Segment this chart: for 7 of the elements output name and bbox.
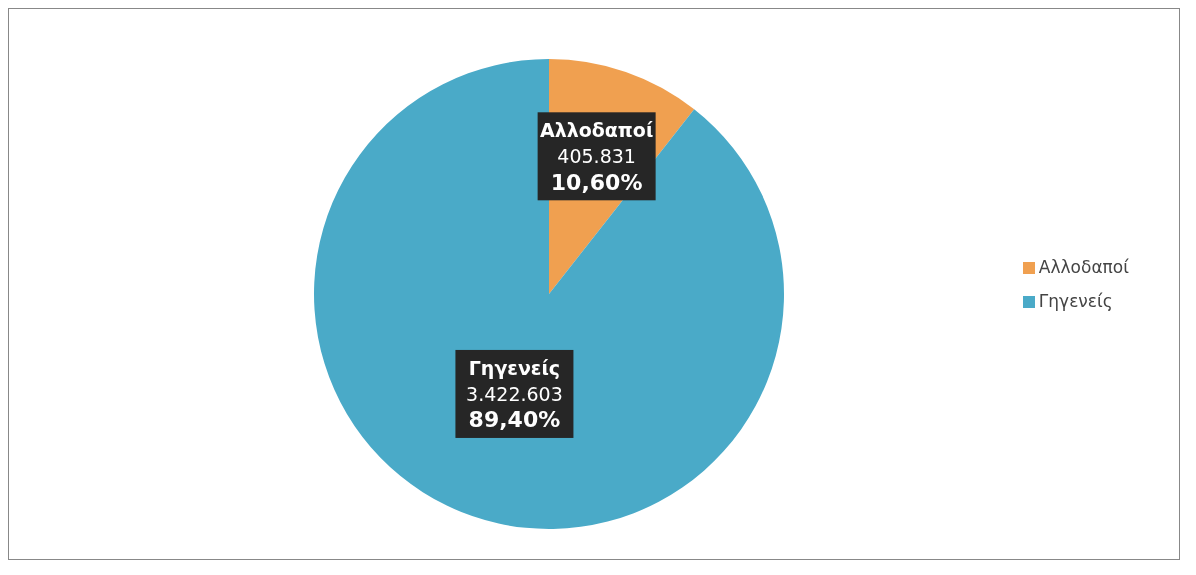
- slice-label: Γηγενείς: [468, 356, 561, 379]
- data-label: 3.422.603 89,40%: [466, 382, 563, 433]
- legend-label: Γηγενείς: [1038, 291, 1113, 311]
- slice-label: Αλλοδαποί: [539, 119, 654, 142]
- data-label: 405.831 10,60%: [550, 145, 643, 195]
- legend-label: Αλλοδαποί: [1038, 257, 1129, 277]
- pie-slice: [314, 59, 784, 529]
